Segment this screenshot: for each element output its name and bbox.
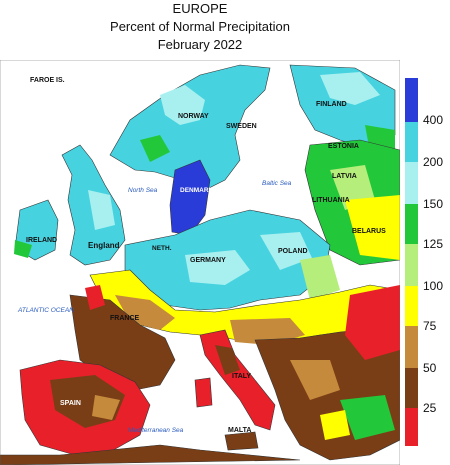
label-netherlands: NETH. [152, 245, 172, 252]
legend-swatch-200-400 [405, 122, 418, 162]
legend-label-75: 75 [423, 319, 437, 333]
legend-label-50: 50 [423, 361, 437, 375]
label-mediterranean: Mediterranean Sea [128, 427, 184, 434]
label-italy: ITALY [232, 373, 251, 380]
label-estonia: ESTONIA [328, 143, 359, 150]
legend-label-100: 100 [423, 279, 444, 293]
map-title: EUROPE Percent of Normal Precipitation F… [0, 0, 400, 54]
region-greece-yellow [320, 410, 350, 440]
title-region: EUROPE [172, 1, 228, 16]
precipitation-map: FAROE IS. NORWAY SWEDEN FINLAND ESTONIA … [0, 60, 400, 465]
label-north-sea: North Sea [128, 187, 158, 194]
legend-swatch-50-75 [405, 326, 418, 368]
legend-swatch-125-150 [405, 204, 418, 244]
legend-label-25: 25 [423, 401, 437, 415]
label-finland: FINLAND [316, 101, 347, 108]
label-sweden: SWEDEN [226, 123, 257, 130]
region-england-light [88, 190, 115, 230]
legend-label-150: 150 [423, 197, 444, 211]
legend-swatch-100-125 [405, 244, 418, 286]
label-faroe: FAROE IS. [30, 77, 65, 84]
region-balkan-orange [290, 360, 340, 400]
label-atlantic: ATLANTIC OCEAN [17, 307, 74, 314]
region-denmark [169, 159, 211, 236]
region-north-africa [0, 444, 301, 465]
legend-label-200: 200 [423, 155, 444, 169]
legend-label-400: 400 [423, 113, 444, 127]
label-france: FRANCE [110, 315, 139, 322]
title-period: February 2022 [157, 37, 243, 52]
region-sicily [224, 431, 259, 451]
region-brittany-red [85, 285, 105, 310]
label-ireland: IRELAND [26, 237, 57, 244]
region-spain-orange [92, 395, 120, 420]
label-england: England [88, 241, 120, 250]
legend-swatch-75-100 [405, 286, 418, 326]
label-lithuania: LITHUANIA [312, 197, 350, 204]
legend-label-125: 125 [423, 237, 444, 251]
label-poland: POLAND [278, 248, 308, 255]
region-east-green [300, 255, 340, 300]
label-latvia: LATVIA [332, 173, 357, 180]
region-sardinia [194, 377, 213, 408]
label-baltic-sea: Baltic Sea [262, 180, 292, 187]
region-belarus [345, 195, 400, 260]
label-norway: NORWAY [178, 113, 209, 120]
label-spain: SPAIN [60, 400, 81, 407]
region-norway-green [140, 135, 170, 162]
legend-swatch-150-200 [405, 162, 418, 204]
legend-swatch-0-25 [405, 408, 418, 446]
legend-bar [405, 78, 418, 446]
legend-swatch-25-50 [405, 368, 418, 408]
label-belarus: BELARUS [352, 228, 386, 235]
region-ireland-green [14, 240, 32, 258]
label-malta: MALTA [228, 427, 251, 434]
label-denmark: DENMARK [180, 187, 214, 194]
title-metric: Percent of Normal Precipitation [110, 19, 290, 34]
label-germany: GERMANY [190, 257, 226, 264]
region-norway-light [160, 85, 205, 125]
region-italy-brown [215, 345, 240, 375]
region-romania-red [345, 285, 400, 360]
legend-swatch-over-400 [405, 78, 418, 122]
region-finland-light [320, 72, 380, 105]
region-germany-light [185, 250, 250, 285]
region-greece-green [340, 395, 395, 440]
region-orange-alps [230, 318, 305, 345]
region-poland-light [260, 232, 312, 270]
